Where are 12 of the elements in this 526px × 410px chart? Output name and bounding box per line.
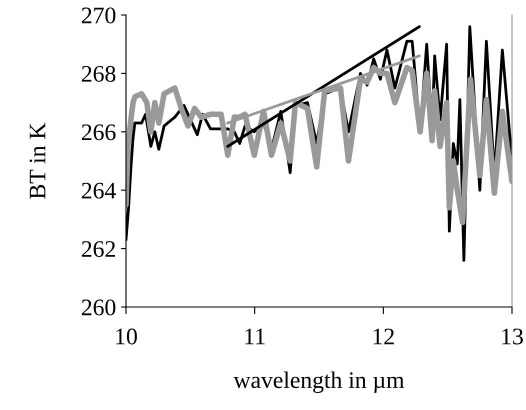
x-tick-label: 11	[245, 328, 265, 344]
y-tick-label: 268	[82, 66, 116, 82]
y-tick-label: 266	[82, 124, 116, 140]
x-tick-label: 10	[116, 328, 137, 344]
y-tick-label: 264	[82, 182, 116, 199]
y-tick-label: 260	[82, 299, 116, 316]
x-tick-label: 13	[502, 328, 523, 344]
y-tick-label: 262	[82, 241, 115, 258]
y-axis-title: BT in K	[30, 122, 46, 199]
x-axis-title: wavelength in µm	[234, 371, 404, 393]
x-tick-label: 12	[374, 328, 394, 344]
y-tick-label: 270	[82, 7, 116, 24]
